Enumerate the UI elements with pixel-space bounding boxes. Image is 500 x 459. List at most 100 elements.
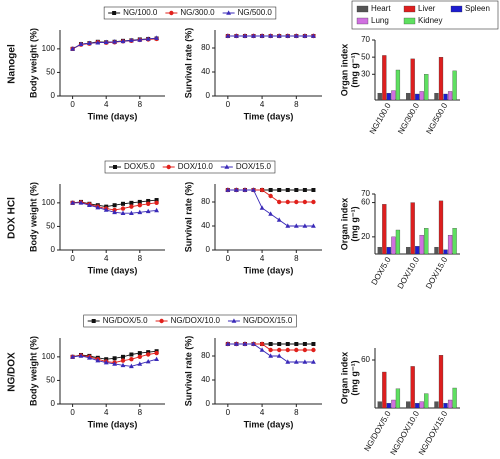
marker bbox=[129, 352, 134, 357]
legend-box bbox=[104, 160, 276, 174]
y-axis-label: Body weight (%) bbox=[28, 28, 38, 98]
row-label: Nanogel bbox=[7, 44, 18, 84]
bar bbox=[410, 366, 415, 409]
marker bbox=[120, 210, 126, 216]
marker bbox=[234, 33, 239, 38]
marker bbox=[112, 361, 117, 366]
marker bbox=[120, 38, 126, 44]
legend-label: Kidney bbox=[418, 16, 442, 25]
marker bbox=[87, 202, 92, 208]
bar bbox=[452, 387, 457, 409]
marker bbox=[78, 41, 84, 46]
y-tick-label: 50 bbox=[361, 52, 370, 61]
x-tick-label: 8 bbox=[294, 254, 299, 263]
marker bbox=[146, 201, 151, 206]
marker bbox=[259, 187, 265, 193]
marker bbox=[129, 363, 134, 369]
marker bbox=[311, 33, 316, 38]
marker bbox=[70, 46, 75, 51]
x-tick-label: 0 bbox=[226, 254, 231, 263]
y-axis-label: Organ index bbox=[339, 44, 349, 97]
legend-label: NG/DOX/10.0 bbox=[171, 316, 221, 325]
bar bbox=[419, 91, 424, 101]
x-tick-label: 4 bbox=[260, 100, 265, 109]
bar bbox=[382, 371, 387, 409]
marker bbox=[154, 350, 159, 356]
bar bbox=[424, 393, 429, 409]
bar bbox=[415, 93, 420, 101]
y-tick-label: 100 bbox=[42, 352, 56, 361]
y-tick-label: 30 bbox=[361, 69, 370, 78]
x-axis-label: Time (days) bbox=[88, 111, 138, 121]
marker bbox=[129, 204, 134, 209]
x-tick-label: NG/100.0 bbox=[368, 101, 393, 136]
series-line bbox=[227, 343, 314, 363]
x-tick-label: 0 bbox=[70, 100, 75, 109]
marker bbox=[285, 188, 290, 192]
y-axis-label: Survival rate (%) bbox=[183, 336, 193, 407]
marker bbox=[251, 33, 256, 38]
marker bbox=[276, 217, 282, 222]
x-tick-label: 4 bbox=[104, 254, 109, 263]
marker bbox=[251, 187, 256, 192]
marker bbox=[277, 188, 282, 192]
marker bbox=[137, 209, 143, 215]
y-tick-label: 80 bbox=[201, 351, 210, 360]
bar bbox=[419, 401, 424, 409]
x-tick-label: NG/300.0 bbox=[396, 101, 421, 136]
marker bbox=[70, 354, 75, 359]
marker bbox=[285, 342, 290, 346]
marker bbox=[103, 359, 109, 365]
marker bbox=[112, 356, 117, 361]
marker bbox=[302, 342, 307, 346]
x-tick-label: 4 bbox=[260, 408, 265, 417]
marker bbox=[137, 203, 142, 208]
marker bbox=[225, 341, 231, 346]
x-tick-label: 0 bbox=[226, 100, 231, 109]
marker bbox=[276, 353, 282, 358]
y-tick-label: 50 bbox=[46, 68, 55, 77]
y-tick-label: 80 bbox=[201, 43, 210, 52]
y-tick-label: 100 bbox=[42, 198, 56, 207]
legend-label: NG/DOX/15.0 bbox=[243, 316, 293, 325]
legend-swatch bbox=[356, 5, 369, 13]
bar bbox=[391, 399, 396, 409]
bar bbox=[447, 399, 453, 409]
marker bbox=[311, 347, 316, 353]
y-axis-label: Survival rate (%) bbox=[183, 182, 193, 253]
marker bbox=[137, 361, 143, 366]
x-tick-label: 4 bbox=[104, 100, 109, 109]
marker bbox=[311, 223, 316, 228]
bar bbox=[382, 204, 387, 255]
bar bbox=[377, 246, 382, 255]
bar bbox=[395, 229, 401, 255]
y-tick-label: 40 bbox=[201, 67, 210, 76]
bar bbox=[438, 355, 444, 409]
marker bbox=[78, 353, 84, 358]
y-tick-label: 40 bbox=[201, 375, 210, 384]
bar bbox=[424, 74, 429, 101]
marker bbox=[268, 353, 274, 358]
bar bbox=[395, 388, 401, 409]
marker bbox=[294, 199, 299, 205]
bar bbox=[377, 401, 382, 409]
legend-marker bbox=[159, 318, 164, 324]
marker bbox=[302, 223, 308, 228]
marker bbox=[154, 207, 159, 213]
bar bbox=[382, 55, 387, 101]
y-tick-label: 0 bbox=[206, 245, 211, 254]
x-tick-label: 8 bbox=[294, 408, 299, 417]
marker bbox=[302, 188, 307, 192]
bar bbox=[443, 403, 448, 409]
marker bbox=[259, 347, 265, 352]
marker bbox=[251, 341, 256, 346]
legend-marker bbox=[169, 10, 174, 16]
bar bbox=[386, 403, 391, 409]
bar bbox=[406, 401, 411, 409]
legend-swatch bbox=[403, 17, 416, 25]
y-axis-label: Body weight (%) bbox=[28, 336, 38, 406]
bar bbox=[410, 202, 415, 255]
marker bbox=[95, 204, 101, 210]
marker bbox=[121, 354, 125, 359]
marker bbox=[293, 359, 299, 364]
